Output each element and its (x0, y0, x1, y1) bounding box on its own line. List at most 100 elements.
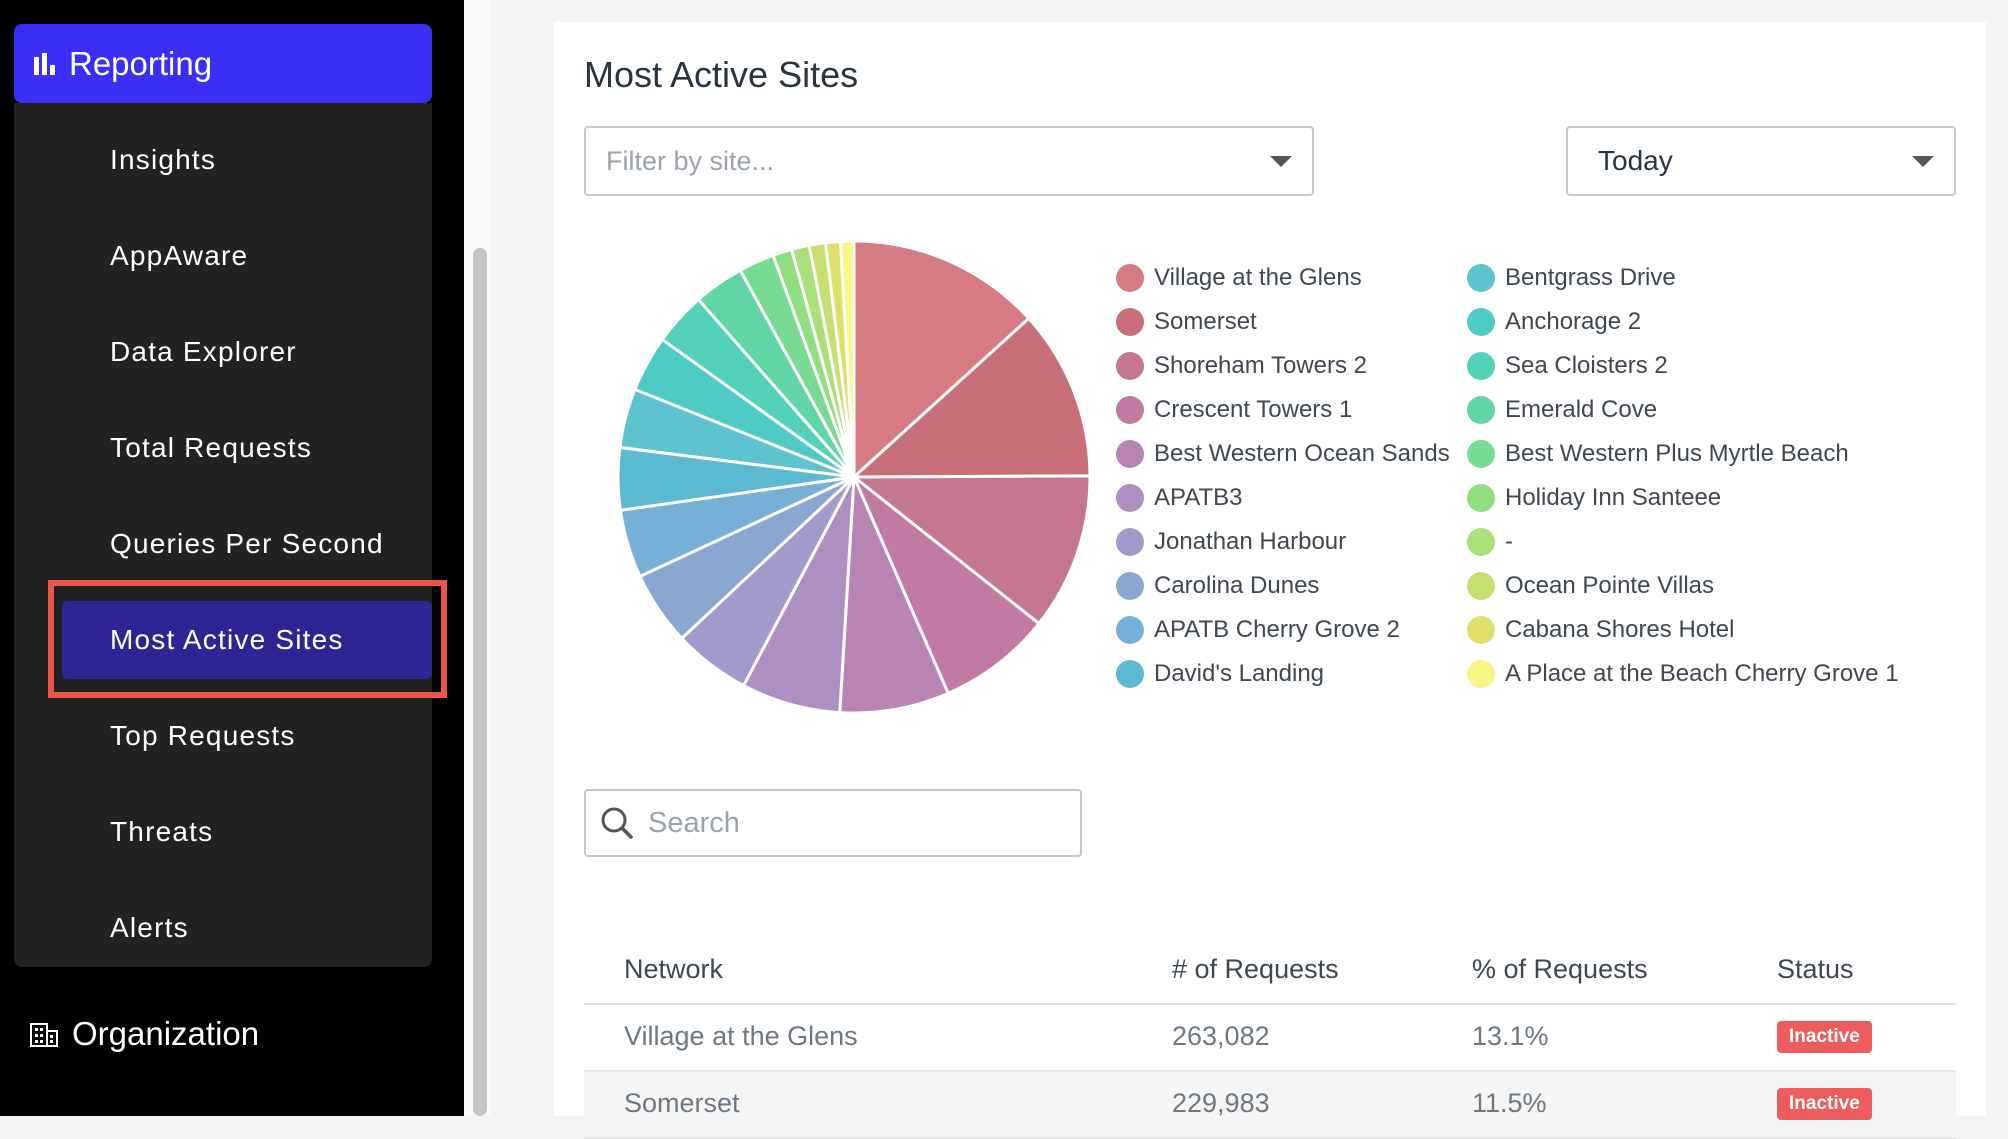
chevron-down-icon (1912, 156, 1934, 167)
column-header-requests[interactable]: # of Requests (1172, 954, 1339, 984)
column-header-status[interactable]: Status (1777, 954, 1854, 984)
legend-item[interactable]: Anchorage 2 (1467, 300, 1899, 344)
legend-item[interactable]: APATB3 (1116, 476, 1450, 520)
pie-slice[interactable] (849, 474, 1092, 626)
site-filter-dropdown[interactable]: Filter by site... (584, 126, 1314, 196)
percent-cell: 13.1% (1472, 1021, 1549, 1051)
sidebar-item-label: Data Explorer (110, 336, 297, 367)
legend-item[interactable]: APATB Cherry Grove 2 (1116, 608, 1450, 652)
legend-item[interactable]: Cabana Shores Hotel (1467, 608, 1899, 652)
legend-item[interactable]: Best Western Plus Myrtle Beach (1467, 432, 1899, 476)
pie-slice[interactable] (852, 475, 1042, 696)
reporting-submenu: Insights AppAware Data Explorer Total Re… (14, 103, 432, 967)
sites-table: Network # of Requests % of Requests Stat… (584, 922, 1956, 1139)
scrollbar-thumb[interactable] (473, 248, 487, 1116)
legend-item[interactable]: Best Western Ocean Sands (1116, 432, 1450, 476)
legend-label: Best Western Plus Myrtle Beach (1505, 440, 1849, 467)
table-row[interactable]: Somerset 229,983 11.5% Inactive (584, 1072, 1956, 1139)
legend-label: Shoreham Towers 2 (1154, 352, 1367, 379)
legend-label: Ocean Pointe Villas (1505, 572, 1715, 599)
sidebar-item-label: Most Active Sites (110, 624, 344, 655)
legend-item[interactable]: Ocean Pointe Villas (1467, 564, 1899, 608)
legend-item[interactable]: A Place at the Beach Cherry Grove 1 (1467, 652, 1899, 696)
legend-item[interactable]: Somerset (1116, 300, 1450, 344)
table-row[interactable]: Village at the Glens 263,082 13.1% Inact… (584, 1005, 1956, 1072)
legend-label: Holiday Inn Santeee (1505, 484, 1722, 511)
sidebar-item-data-explorer[interactable]: Data Explorer (14, 304, 432, 400)
legend-swatch (1116, 484, 1144, 512)
network-cell: Village at the Glens (624, 1021, 858, 1051)
legend-label: Bentgrass Drive (1505, 264, 1676, 291)
search-input[interactable] (646, 805, 1070, 841)
sidebar-item-queries-per-second[interactable]: Queries Per Second (14, 496, 432, 592)
period-select[interactable]: Today (1566, 126, 1956, 196)
legend-swatch (1467, 308, 1495, 336)
legend-swatch (1116, 352, 1144, 380)
legend-item[interactable]: - (1467, 520, 1899, 564)
legend-item[interactable]: Sea Cloisters 2 (1467, 344, 1899, 388)
column-header-network[interactable]: Network (624, 954, 724, 984)
pie-slice[interactable] (838, 476, 951, 715)
legend-label: A Place at the Beach Cherry Grove 1 (1505, 660, 1899, 687)
legend-label: Village at the Glens (1154, 264, 1362, 291)
legend-label: David's Landing (1154, 660, 1325, 687)
column-header-percent[interactable]: % of Requests (1472, 954, 1648, 984)
sidebar-item-alerts[interactable]: Alerts (14, 880, 432, 976)
sidebar-item-insights[interactable]: Insights (14, 112, 432, 208)
sidebar-item-label: Top Requests (110, 720, 296, 751)
legend-item[interactable]: Carolina Dunes (1116, 564, 1450, 608)
legend-swatch (1467, 440, 1495, 468)
legend-label: Crescent Towers 1 (1154, 396, 1353, 423)
sites-pie-chart (616, 239, 1092, 715)
legend-label: Carolina Dunes (1154, 572, 1320, 599)
site-filter-placeholder: Filter by site... (606, 145, 775, 176)
sidebar-item-label: Alerts (110, 912, 189, 943)
legend-swatch (1467, 396, 1495, 424)
legend-swatch (1116, 308, 1144, 336)
table-header-row: Network # of Requests % of Requests Stat… (584, 922, 1956, 1005)
sidebar-item-label: AppAware (110, 240, 249, 271)
legend-item[interactable]: Holiday Inn Santeee (1467, 476, 1899, 520)
legend-label: Jonathan Harbour (1154, 528, 1347, 555)
legend-item[interactable]: Emerald Cove (1467, 388, 1899, 432)
legend-swatch (1116, 264, 1144, 292)
legend-label: Sea Cloisters 2 (1505, 352, 1668, 379)
pie-legend-column-2: Bentgrass Drive Anchorage 2 Sea Cloisters … (1467, 256, 1899, 696)
pie-slice[interactable] (852, 239, 1031, 481)
sidebar-item-total-requests[interactable]: Total Requests (14, 400, 432, 496)
chevron-down-icon (1270, 156, 1292, 167)
sidebar-item-label: Queries Per Second (110, 528, 384, 559)
legend-swatch (1116, 572, 1144, 600)
building-icon (30, 1023, 58, 1047)
sidebar-item-organization[interactable]: Organization (30, 1015, 259, 1053)
legend-item[interactable]: Crescent Towers 1 (1116, 388, 1450, 432)
legend-item[interactable]: Bentgrass Drive (1467, 256, 1899, 300)
legend-label: Cabana Shores Hotel (1505, 616, 1735, 643)
sidebar-item-label: Threats (110, 816, 214, 847)
legend-item[interactable]: David's Landing (1116, 652, 1450, 696)
sidebar-item-most-active-sites[interactable]: Most Active Sites (14, 592, 432, 688)
sidebar-item-top-requests[interactable]: Top Requests (14, 688, 432, 784)
table-search (584, 789, 1082, 857)
bar-chart-icon (34, 52, 55, 75)
legend-item[interactable]: Shoreham Towers 2 (1116, 344, 1450, 388)
pie-slice[interactable] (838, 239, 856, 478)
legend-item[interactable]: Jonathan Harbour (1116, 520, 1450, 564)
requests-cell: 229,983 (1172, 1088, 1270, 1118)
reporting-label: Reporting (69, 44, 213, 82)
legend-label: APATB3 (1154, 484, 1243, 511)
network-cell: Somerset (624, 1088, 740, 1118)
sidebar-item-appaware[interactable]: AppAware (14, 208, 432, 304)
legend-item[interactable]: Village at the Glens (1116, 256, 1450, 300)
legend-swatch (1467, 352, 1495, 380)
reporting-nav-header[interactable]: Reporting (14, 24, 432, 103)
legend-swatch (1467, 528, 1495, 556)
active-item-highlight (62, 601, 432, 679)
sidebar: Reporting Insights AppAware Data Explore… (0, 0, 464, 1116)
pie-slice[interactable] (850, 316, 1092, 479)
legend-swatch (1116, 528, 1144, 556)
sidebar-item-label: Total Requests (110, 432, 313, 463)
legend-swatch (1467, 484, 1495, 512)
sidebar-item-threats[interactable]: Threats (14, 784, 432, 880)
legend-swatch (1116, 660, 1144, 688)
